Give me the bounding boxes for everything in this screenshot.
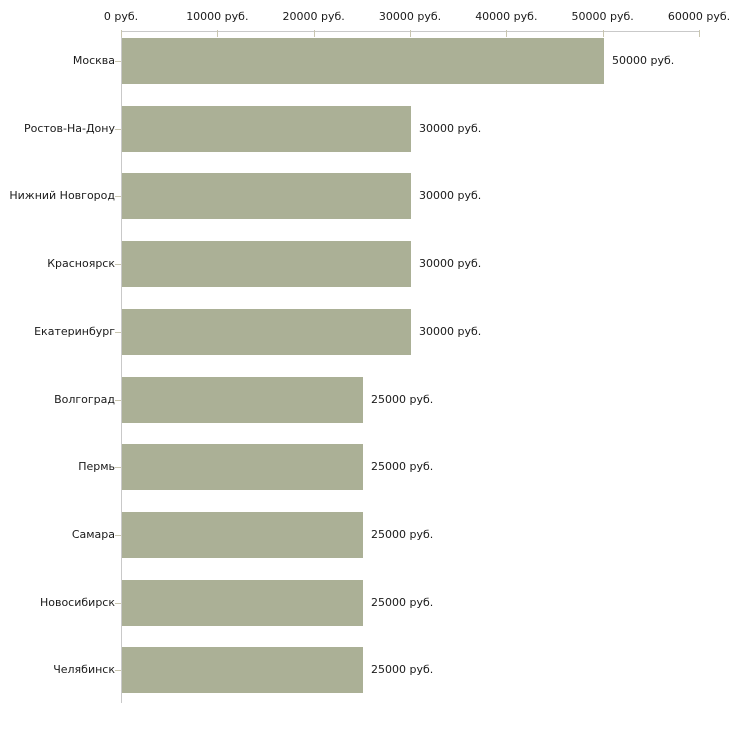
bar [122, 38, 604, 84]
y-axis-line [121, 31, 122, 703]
value-label: 25000 руб. [371, 596, 434, 609]
x-axis-tick-mark [602, 30, 604, 37]
value-label: 30000 руб. [419, 189, 482, 202]
value-label: 30000 руб. [419, 325, 482, 338]
category-label: Москва [72, 54, 115, 67]
y-axis-tick-mark [115, 467, 121, 468]
x-axis-tick-mark [121, 30, 122, 37]
category-label: Новосибирск [39, 596, 115, 609]
value-label: 25000 руб. [371, 393, 434, 406]
x-axis-tick-mark [313, 30, 315, 37]
y-axis-tick-mark [115, 196, 121, 197]
bar [122, 241, 411, 287]
y-axis-tick-mark [115, 129, 121, 130]
category-label: Самара [71, 528, 115, 541]
bar [122, 444, 363, 490]
x-axis-tick-mark [506, 30, 508, 37]
y-axis-tick-mark [115, 535, 121, 536]
bar [122, 512, 363, 558]
value-label: 30000 руб. [419, 122, 482, 135]
value-label: 25000 руб. [371, 528, 434, 541]
x-axis-tick-label: 40000 руб. [475, 10, 538, 23]
category-label: Пермь [78, 460, 115, 473]
bar [122, 647, 363, 693]
bar [122, 173, 411, 219]
value-label: 25000 руб. [371, 663, 434, 676]
y-axis-tick-mark [115, 400, 121, 401]
bar [122, 580, 363, 626]
category-label: Нижний Новгород [9, 189, 115, 202]
x-axis-tick-label: 60000 руб. [667, 10, 730, 23]
category-label: Екатеринбург [34, 325, 115, 338]
category-label: Ростов-На-Дону [23, 122, 115, 135]
category-label: Челябинск [53, 663, 115, 676]
x-axis-tick-label: 20000 руб. [282, 10, 345, 23]
y-axis-tick-mark [115, 670, 121, 671]
value-label: 30000 руб. [419, 257, 482, 270]
x-axis-tick-mark [410, 30, 411, 37]
value-label: 50000 руб. [612, 54, 675, 67]
x-axis-tick-mark [699, 30, 700, 37]
bar [122, 309, 411, 355]
y-axis-tick-mark [115, 264, 121, 265]
x-axis-tick-mark [217, 30, 219, 37]
x-axis-tick-label: 30000 руб. [378, 10, 442, 23]
bar [122, 106, 411, 152]
y-axis-tick-mark [115, 332, 121, 333]
bar [122, 377, 363, 423]
y-axis-tick-mark [115, 61, 121, 62]
x-axis-tick-label: 0 руб. [103, 10, 139, 23]
x-axis-tick-label: 50000 руб. [571, 10, 634, 23]
x-axis-tick-label: 10000 руб. [186, 10, 249, 23]
y-axis-tick-mark [115, 603, 121, 604]
category-label: Волгоград [54, 393, 115, 406]
category-label: Красноярск [47, 257, 115, 270]
value-label: 25000 руб. [371, 460, 434, 473]
